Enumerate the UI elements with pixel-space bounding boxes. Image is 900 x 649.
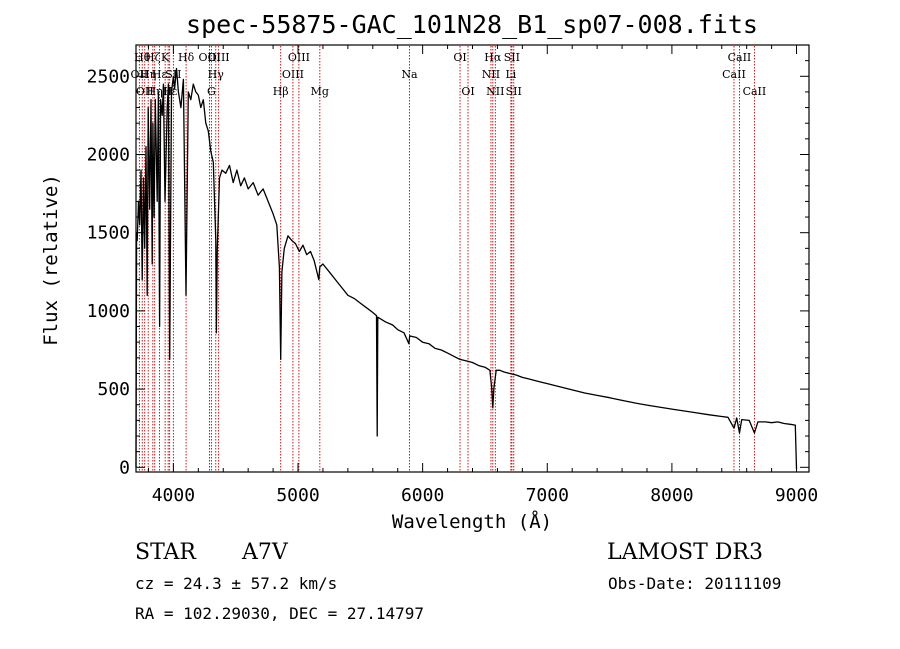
line-marker-label: OI [453, 51, 466, 64]
line-marker-label: OI [461, 85, 474, 98]
spectral-class: A7V [241, 540, 289, 565]
line-marker-label: Hβ [273, 85, 289, 98]
line-marker-label: CaII [722, 68, 746, 81]
line-marker-label: G [207, 85, 216, 98]
redshift-value: cz = 24.3 ± 57.2 km/s [135, 574, 337, 593]
x-tick-label: 9000 [775, 485, 818, 506]
y-tick-label: 2500 [87, 66, 130, 87]
chart-title: spec-55875-GAC_101N28_B1_sp07-008.fits [186, 10, 758, 39]
line-marker-label: CaII [728, 51, 752, 64]
line-marker-label: Mg [311, 85, 329, 98]
y-tick-labels: 0 500 1000 1500 2000 2500 [87, 66, 130, 478]
y-tick-label: 2000 [87, 144, 130, 165]
spectrum-line [135, 67, 798, 469]
x-tick-label: 7000 [526, 485, 569, 506]
y-tick-label: 0 [119, 457, 130, 478]
x-tick-label: 8000 [650, 485, 693, 506]
x-tick-label: 5000 [276, 485, 319, 506]
x-tick-label: 4000 [152, 485, 195, 506]
line-markers [138, 46, 755, 471]
x-tick-label: 6000 [401, 485, 444, 506]
survey-name: LAMOST DR3 [607, 540, 763, 565]
plot-frame [135, 44, 810, 473]
obs-date: Obs-Date: 20111109 [608, 574, 781, 593]
line-marker-label: NII [482, 68, 500, 81]
line-marker-label: Hα [484, 51, 502, 64]
line-marker-label: Hζ [145, 51, 161, 64]
line-marker-label: Hε [162, 85, 178, 98]
line-marker-label: Hγ [208, 68, 225, 81]
line-marker-label: OII [136, 85, 154, 98]
line-marker-label: Hη [140, 68, 156, 81]
line-marker-label: Hδ [178, 51, 195, 64]
y-tick-label: 500 [97, 379, 130, 400]
line-marker-label: Hε [152, 68, 168, 81]
coordinates: RA = 102.29030, DEC = 27.14797 [135, 604, 424, 623]
line-marker-label: OII [131, 68, 149, 81]
line-marker-label: CaII [743, 85, 767, 98]
line-marker-label: K [161, 51, 170, 64]
line-marker-label: SII [506, 85, 522, 98]
y-tick-label: 1000 [87, 301, 130, 322]
line-marker-label: NII [486, 85, 504, 98]
line-marker-label: Li [505, 68, 516, 81]
line-marker-label: Hη [147, 85, 163, 98]
x-axis-label: Wavelength (Å) [392, 510, 552, 533]
line-marker-label: OIII [288, 51, 310, 64]
y-axis-label: Flux (relative) [40, 174, 62, 346]
line-marker-label: OIII [282, 68, 304, 81]
line-marker-label: OIII [208, 51, 230, 64]
x-tick-labels: 4000 5000 6000 7000 8000 9000 [152, 485, 819, 506]
line-marker-label: Na [401, 68, 418, 81]
axis-ticks [136, 45, 809, 472]
object-type: STAR [135, 540, 197, 565]
line-marker-label: SII [504, 51, 520, 64]
y-tick-label: 1500 [87, 223, 130, 244]
line-marker-label: OIII [199, 51, 221, 64]
